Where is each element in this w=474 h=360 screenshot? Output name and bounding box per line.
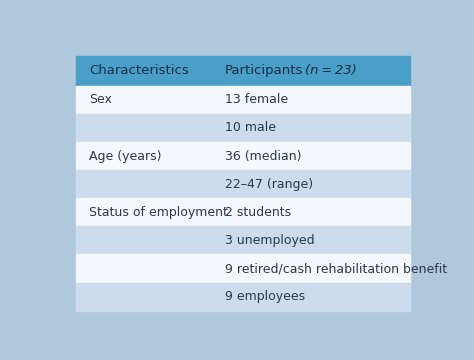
- Bar: [76, 255, 410, 283]
- Bar: [76, 56, 410, 86]
- Bar: [76, 142, 410, 170]
- Text: 13 female: 13 female: [225, 93, 288, 106]
- Text: Age (years): Age (years): [89, 149, 162, 163]
- Text: 9 employees: 9 employees: [225, 290, 305, 303]
- Text: Characteristics: Characteristics: [89, 64, 189, 77]
- Text: 10 male: 10 male: [225, 121, 275, 134]
- Text: 22–47 (range): 22–47 (range): [225, 178, 313, 191]
- Text: 36 (median): 36 (median): [225, 149, 301, 163]
- Bar: [76, 283, 410, 311]
- Text: Status of employment: Status of employment: [89, 206, 228, 219]
- Bar: [76, 170, 410, 198]
- Bar: [76, 226, 410, 255]
- Text: 9 retired/cash rehabilitation benefit: 9 retired/cash rehabilitation benefit: [225, 262, 447, 275]
- Text: 2 students: 2 students: [225, 206, 291, 219]
- Text: Participants: Participants: [225, 64, 303, 77]
- Bar: [76, 198, 410, 226]
- Text: Sex: Sex: [89, 93, 112, 106]
- Text: (n = 23): (n = 23): [305, 64, 357, 77]
- Text: 3 unemployed: 3 unemployed: [225, 234, 314, 247]
- Bar: [76, 86, 410, 114]
- Bar: [76, 114, 410, 142]
